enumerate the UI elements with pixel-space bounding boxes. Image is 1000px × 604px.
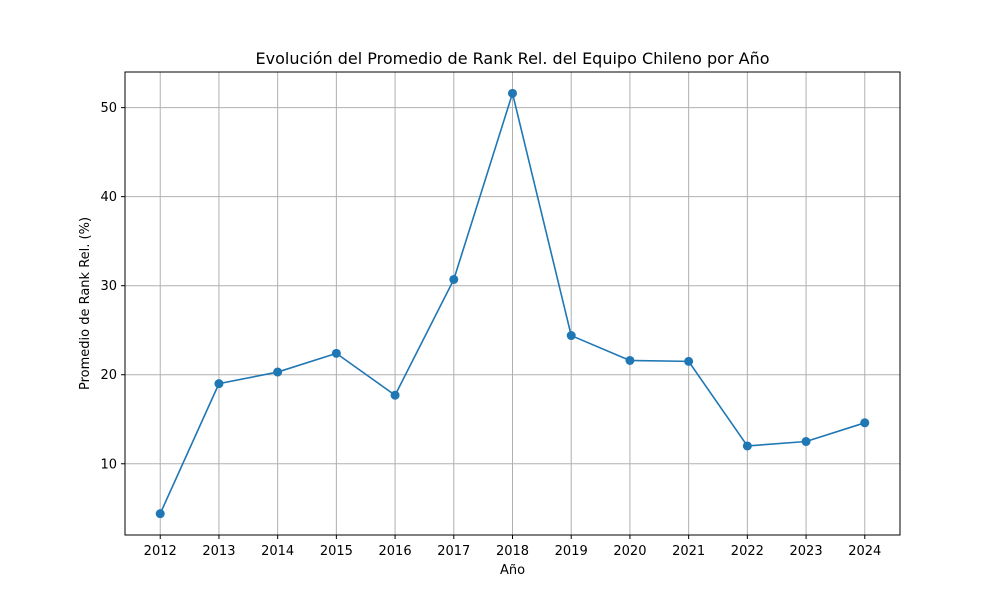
data-point xyxy=(214,379,224,389)
x-tick-label: 2015 xyxy=(320,544,353,559)
x-tick-label: 2016 xyxy=(379,544,412,559)
data-point xyxy=(742,441,752,451)
y-axis-title: Promedio de Rank Rel. (%) xyxy=(78,217,93,390)
x-tick-label: 2022 xyxy=(731,544,764,559)
x-tick-label: 2019 xyxy=(555,544,588,559)
y-tick-label: 50 xyxy=(100,101,117,116)
data-point xyxy=(566,331,576,341)
data-point xyxy=(508,88,517,98)
chart-title: Evolución del Promedio de Rank Rel. del … xyxy=(256,49,770,68)
series xyxy=(155,88,870,519)
x-tick-label: 2018 xyxy=(496,544,529,559)
data-point xyxy=(801,437,811,447)
y-tick-label: 40 xyxy=(100,190,117,205)
x-tick-label: 2021 xyxy=(672,544,705,559)
ticks: 2012 2013 2014 2015 2016 2017 2018 2019 2020 2021… xyxy=(100,101,881,559)
y-tick-label: 10 xyxy=(100,457,117,472)
data-point xyxy=(449,274,459,284)
x-tick-label: 2024 xyxy=(848,544,881,559)
x-tick-label: 2017 xyxy=(437,544,470,559)
y-tick-label: 30 xyxy=(100,279,117,294)
x-tick-label: 2023 xyxy=(790,544,823,559)
x-axis-title: Año xyxy=(500,563,525,578)
x-tick-label: 2012 xyxy=(144,544,177,559)
grid xyxy=(125,72,900,535)
x-tick-label: 2013 xyxy=(202,544,235,559)
y-tick-label: 20 xyxy=(100,368,117,383)
data-point xyxy=(860,418,870,428)
data-point xyxy=(684,356,694,366)
data-point xyxy=(273,367,283,377)
x-tick-label: 2014 xyxy=(261,544,294,559)
data-point xyxy=(625,355,635,365)
plot-area-frame xyxy=(124,71,901,536)
data-point xyxy=(331,348,341,358)
data-point xyxy=(155,509,165,519)
data-point xyxy=(390,390,400,400)
x-tick-label: 2020 xyxy=(613,544,646,559)
